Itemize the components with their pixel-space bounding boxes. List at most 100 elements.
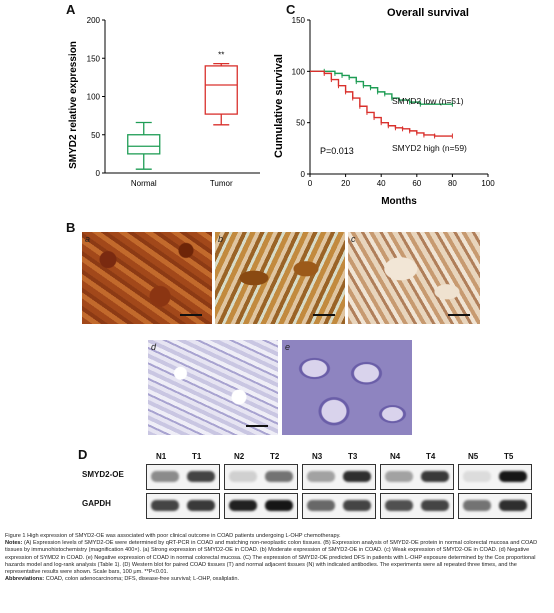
blot-strip-smyd2-oe bbox=[380, 464, 454, 490]
micrograph-label: e bbox=[285, 342, 291, 352]
micrograph-e: e bbox=[282, 340, 412, 435]
band bbox=[229, 500, 257, 511]
x-tick-label: Tumor bbox=[210, 179, 233, 188]
micrograph-label: d bbox=[151, 342, 157, 352]
legend-label-high: SMYD2 high (n=59) bbox=[392, 143, 467, 153]
micrograph-d: d bbox=[148, 340, 278, 435]
blot-strip-smyd2-oe bbox=[224, 464, 298, 490]
box-plot-chart: SMYD2 relative expression 0 50 100 150 200 N… bbox=[68, 16, 260, 188]
lane-label: T2 bbox=[270, 452, 280, 461]
abbreviations-label: Abbreviations: bbox=[5, 576, 45, 583]
band bbox=[265, 471, 293, 482]
blot-strip-gapdh bbox=[224, 493, 298, 519]
x-tick-label: 80 bbox=[448, 179, 457, 188]
significance-annotation: ** bbox=[218, 51, 224, 60]
lane-label: T4 bbox=[426, 452, 436, 461]
y-tick-label: 100 bbox=[292, 67, 306, 76]
panel-letter-d: D bbox=[78, 447, 88, 462]
panel-letter-c: C bbox=[286, 2, 296, 17]
lane-label: T5 bbox=[504, 452, 514, 461]
lane-label: N2 bbox=[234, 452, 245, 461]
scale-bar bbox=[313, 314, 335, 316]
blot-strip-smyd2-oe bbox=[302, 464, 376, 490]
band bbox=[499, 471, 527, 482]
scale-bar bbox=[246, 425, 268, 427]
band bbox=[385, 471, 413, 482]
micrograph-c: c bbox=[348, 232, 480, 324]
x-axis-label: Months bbox=[381, 196, 417, 207]
scale-bar bbox=[448, 314, 470, 316]
row-label-gapdh: GAPDH bbox=[82, 499, 111, 508]
micrograph-b: b bbox=[215, 232, 345, 324]
abbreviations-text: COAD, colon adenocarcinoma; DFS, disease… bbox=[44, 576, 240, 583]
band bbox=[463, 471, 491, 482]
band bbox=[151, 471, 179, 482]
y-tick-label: 50 bbox=[91, 131, 100, 140]
box-iqr bbox=[204, 65, 238, 115]
band bbox=[307, 500, 335, 511]
micrograph-label: a bbox=[85, 234, 91, 244]
panel-letter-b: B bbox=[66, 220, 76, 235]
micrograph-label: c bbox=[351, 234, 356, 244]
x-tick-label: 100 bbox=[481, 179, 495, 188]
band bbox=[343, 471, 371, 482]
band bbox=[421, 471, 449, 482]
micrograph-a: a bbox=[82, 232, 212, 324]
chart-title: Overall survival bbox=[387, 7, 469, 19]
band bbox=[421, 500, 449, 511]
band bbox=[307, 471, 335, 482]
lane-label: N5 bbox=[468, 452, 479, 461]
lane-label: N3 bbox=[312, 452, 323, 461]
lane-label: T3 bbox=[348, 452, 358, 461]
y-axis-label: SMYD2 relative expression bbox=[68, 41, 79, 169]
blot-strip-gapdh bbox=[146, 493, 220, 519]
x-tick-label: Normal bbox=[131, 179, 157, 188]
lane-label: N1 bbox=[156, 452, 167, 461]
blot-strip-smyd2-oe bbox=[146, 464, 220, 490]
band bbox=[187, 471, 215, 482]
band bbox=[463, 500, 491, 511]
notes-text: (A) Expression levels of SMYD2-OE were d… bbox=[5, 540, 538, 576]
y-tick-label: 150 bbox=[87, 54, 101, 63]
p-value-annotation: P=0.013 bbox=[320, 146, 354, 156]
notes-label: Notes: bbox=[5, 540, 23, 547]
x-tick-label: 0 bbox=[308, 179, 313, 188]
y-tick-label: 100 bbox=[87, 93, 101, 102]
caption-abbreviations: Abbreviations: COAD, colon adenocarcinom… bbox=[5, 576, 551, 583]
band bbox=[187, 500, 215, 511]
survival-chart: Overall survival Cumulative survival Mon… bbox=[273, 7, 495, 207]
band bbox=[151, 500, 179, 511]
band bbox=[499, 500, 527, 511]
y-tick-label: 50 bbox=[296, 119, 305, 128]
caption-title: Figure 1 High expression of SMYD2-OE was… bbox=[5, 533, 341, 539]
x-tick-label: 40 bbox=[377, 179, 386, 188]
box-iqr bbox=[127, 134, 161, 155]
panel-letter-a: A bbox=[66, 2, 76, 17]
blot-strip-gapdh bbox=[458, 493, 532, 519]
y-tick-label: 200 bbox=[87, 16, 101, 25]
caption-notes: Notes: (A) Expression levels of SMYD2-OE… bbox=[5, 540, 551, 576]
y-tick-label: 0 bbox=[96, 169, 101, 178]
row-label-smyd2: SMYD2-OE bbox=[82, 470, 124, 479]
y-axis-label: Cumulative survival bbox=[273, 54, 285, 158]
lane-label: T1 bbox=[192, 452, 202, 461]
blot-strip-gapdh bbox=[380, 493, 454, 519]
band bbox=[343, 500, 371, 511]
micrograph-label: b bbox=[218, 234, 224, 244]
x-tick-label: 20 bbox=[341, 179, 350, 188]
legend-label-low: SMYD2 low (n=51) bbox=[392, 96, 464, 106]
lane-label: N4 bbox=[390, 452, 401, 461]
band bbox=[229, 471, 257, 482]
box-tumor bbox=[204, 62, 238, 126]
box-normal bbox=[127, 121, 161, 170]
blot-strip-smyd2-oe bbox=[458, 464, 532, 490]
y-tick-label: 0 bbox=[301, 170, 306, 179]
y-tick-label: 150 bbox=[292, 16, 306, 25]
figure-caption: Figure 1 High expression of SMYD2-OE was… bbox=[5, 533, 551, 583]
x-tick-label: 60 bbox=[412, 179, 421, 188]
western-blot: N1 T1 N2 T2 N3 T3 N4 T4 N5 T5 SMYD2-OE GAPDH bbox=[80, 452, 532, 527]
band bbox=[265, 500, 293, 511]
blot-strip-gapdh bbox=[302, 493, 376, 519]
band bbox=[385, 500, 413, 511]
scale-bar bbox=[180, 314, 202, 316]
